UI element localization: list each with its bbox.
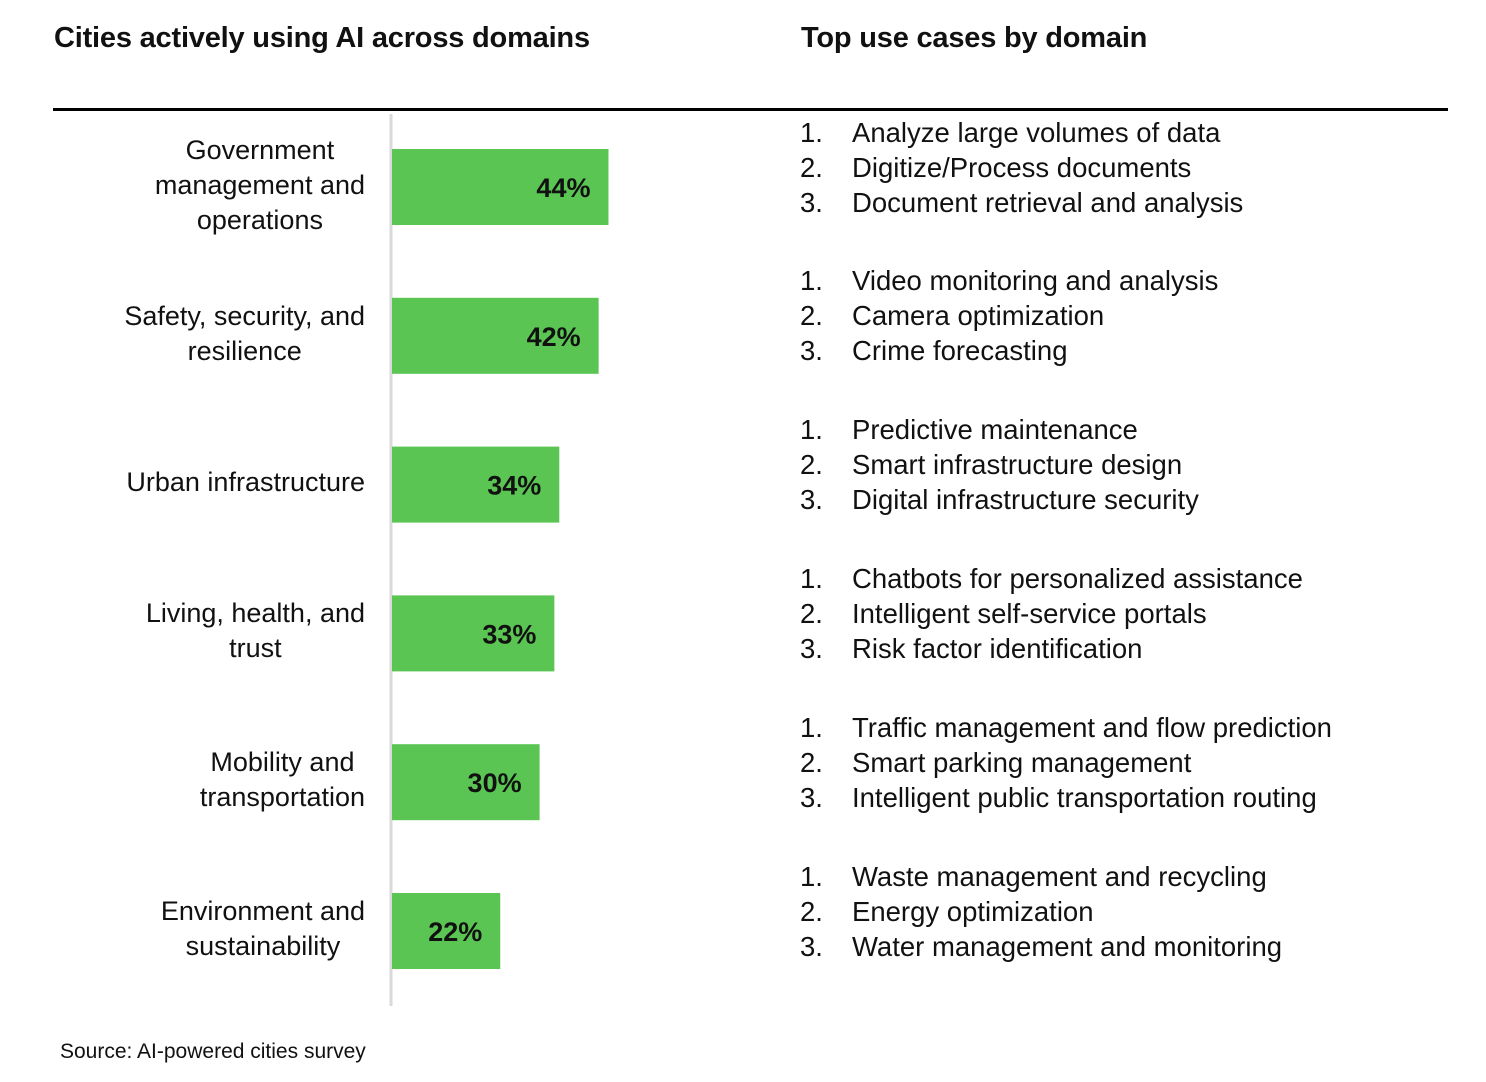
- use-case-text: Energy optimization: [852, 895, 1094, 927]
- chart-heading: Cities actively using AI across domains: [54, 22, 590, 54]
- category-label: Safety, security, and resilience: [124, 300, 365, 366]
- use-case-number: 1.: [800, 860, 823, 892]
- use-case-number: 3.: [800, 632, 823, 664]
- use-case-number: 1.: [800, 562, 823, 594]
- use-case-number: 3.: [800, 781, 823, 813]
- use-case-number: 3.: [800, 930, 823, 962]
- header-rule: [53, 108, 1448, 111]
- use-case-number: 2.: [800, 151, 823, 183]
- source-note: Source: AI-powered cities survey: [60, 1040, 366, 1063]
- use-case-text: Traffic management and flow prediction: [852, 711, 1332, 743]
- use-case-text: Predictive maintenance: [852, 414, 1138, 446]
- bar: [392, 893, 501, 969]
- bar-value-label: 34%: [487, 471, 541, 501]
- bar: [392, 595, 555, 672]
- use-case-text: Water management and monitoring: [852, 930, 1283, 962]
- use-case-text: Crime forecasting: [852, 335, 1068, 367]
- use-case-text: Intelligent public transportation routin…: [852, 781, 1317, 813]
- use-case-number: 3.: [800, 186, 823, 218]
- use-cases-heading: Top use cases by domain: [801, 22, 1148, 54]
- bar-value-label: 30%: [468, 768, 522, 798]
- use-case-number: 2.: [800, 300, 823, 332]
- bar-value-label: 33%: [482, 619, 536, 649]
- bar-value-label: 44%: [536, 173, 590, 203]
- bar: [392, 446, 560, 523]
- use-case-text: Chatbots for personalized assistance: [852, 562, 1303, 594]
- use-case-number: 3.: [800, 484, 823, 516]
- use-case-text: Smart infrastructure design: [852, 449, 1183, 481]
- category-label: Living, health, and trust: [145, 598, 365, 664]
- use-case-text: Camera optimization: [852, 300, 1105, 332]
- category-label: Mobility and transportation: [199, 747, 365, 813]
- use-case-text: Video monitoring and analysis: [852, 265, 1219, 297]
- category-label: Government management and operations: [154, 134, 365, 235]
- use-case-number: 3.: [800, 335, 823, 367]
- bar-value-label: 22%: [428, 917, 482, 947]
- use-case-text: Smart parking management: [852, 746, 1192, 778]
- bar: [392, 149, 609, 225]
- use-case-text: Intelligent self-service portals: [852, 597, 1207, 629]
- bar: [392, 297, 599, 374]
- use-case-number: 2.: [800, 449, 823, 481]
- use-case-text: Digitize/Process documents: [852, 151, 1192, 183]
- use-case-text: Waste management and recycling: [852, 860, 1267, 892]
- use-case-number: 1.: [800, 116, 823, 148]
- use-case-number: 1.: [800, 711, 823, 743]
- use-case-number: 1.: [800, 414, 823, 446]
- use-case-number: 2.: [800, 746, 823, 778]
- use-case-number: 1.: [800, 265, 823, 297]
- use-case-number: 2.: [800, 597, 823, 629]
- use-case-text: Analyze large volumes of data: [852, 116, 1221, 148]
- category-label: Urban infrastructure: [126, 467, 365, 498]
- category-label: Environment and sustainability: [160, 896, 365, 961]
- use-case-text: Document retrieval and analysis: [852, 186, 1244, 218]
- use-case-text: Risk factor identification: [852, 632, 1143, 664]
- bar-value-label: 42%: [527, 322, 581, 352]
- bar: [392, 744, 540, 821]
- use-case-number: 2.: [800, 895, 823, 927]
- use-case-text: Digital infrastructure security: [852, 484, 1199, 516]
